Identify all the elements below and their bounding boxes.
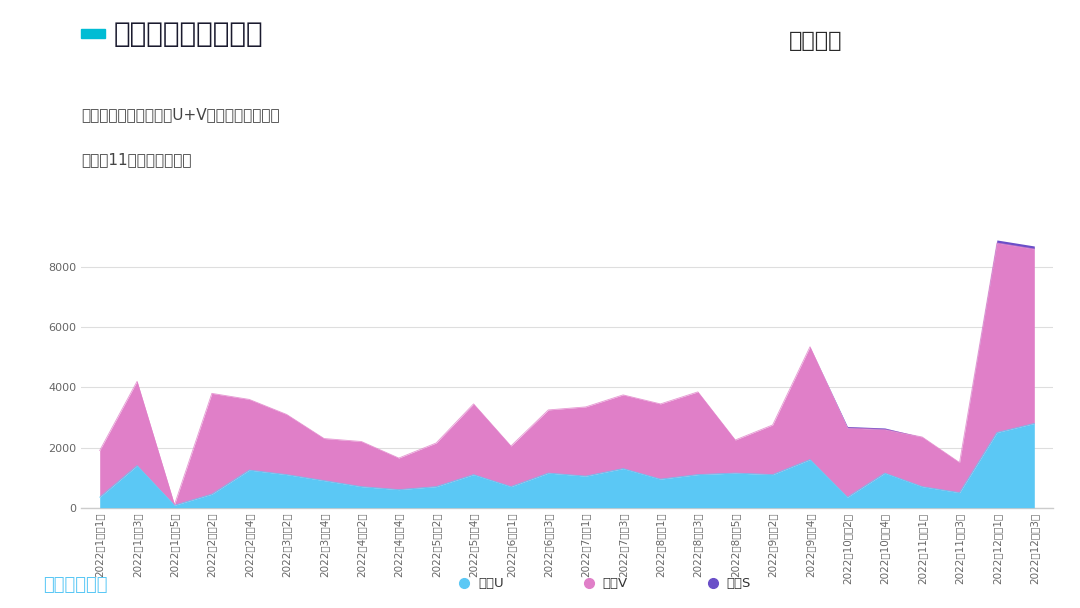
- Text: 哪吒S: 哪吒S: [727, 577, 752, 590]
- Bar: [81, 29, 105, 38]
- Text: 哪吒V: 哪吒V: [603, 577, 627, 590]
- Text: 从整个交付来看，哪吒U+V是主要的交付主力: 从整个交付来看，哪吒U+V是主要的交付主力: [81, 107, 280, 122]
- Text: 哪吒汽车: 哪吒汽车: [788, 31, 842, 51]
- Text: 合众的周度交付情况: 合众的周度交付情况: [113, 19, 264, 48]
- Text: 哪吒U: 哪吒U: [478, 577, 504, 590]
- Text: 汽车电子设计: 汽车电子设计: [43, 576, 108, 594]
- Text: 哪吒在11月开始逐步拉高: 哪吒在11月开始逐步拉高: [81, 152, 191, 167]
